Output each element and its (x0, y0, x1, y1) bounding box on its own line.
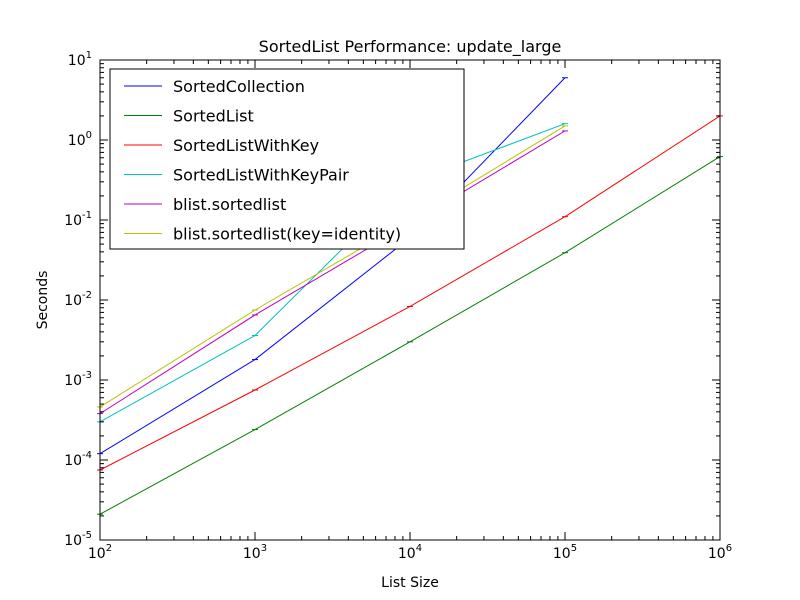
series-line (99, 77, 566, 455)
series-layer (97, 77, 723, 515)
plot-frame (99, 59, 721, 541)
x-axis-label: List Size (381, 575, 439, 591)
x-tick-label: 103 (243, 543, 267, 562)
series-2 (97, 115, 723, 471)
y-tick-label: 10-3 (64, 370, 92, 389)
legend-label: SortedList (173, 107, 254, 126)
y-tick-label: 101 (68, 50, 92, 69)
y-axis-label: Seconds (35, 271, 51, 330)
series-line (99, 123, 566, 423)
y-tick-label: 10-2 (64, 290, 92, 309)
legend-label: blist.sortedlist (173, 195, 286, 214)
legend-label: SortedListWithKeyPair (173, 166, 349, 185)
series-line (99, 130, 566, 415)
series-line (99, 125, 566, 408)
x-tick-label: 106 (708, 543, 732, 562)
y-tick-label: 10-1 (64, 210, 92, 229)
ticks-layer: 102 103 104 105 106 10-5 10-4 10-3 10-2 10-1 100 10… (64, 50, 732, 562)
legend-box (109, 68, 465, 250)
legend: SortedCollection SortedList SortedListWith… (109, 68, 465, 250)
x-tick-label: 104 (398, 543, 422, 562)
y-tick-label: 10-5 (64, 530, 92, 549)
legend-label: SortedListWithKey (173, 136, 319, 155)
x-tick-label: 105 (553, 543, 577, 562)
legend-label: SortedCollection (173, 77, 305, 96)
x-tick-label: 102 (88, 543, 112, 562)
legend-label: blist.sortedlist(key=identity) (173, 225, 401, 244)
y-tick-label: 10-4 (64, 450, 92, 469)
y-tick-label: 100 (68, 130, 92, 149)
chart-title: SortedList Performance: update_large (259, 37, 562, 57)
